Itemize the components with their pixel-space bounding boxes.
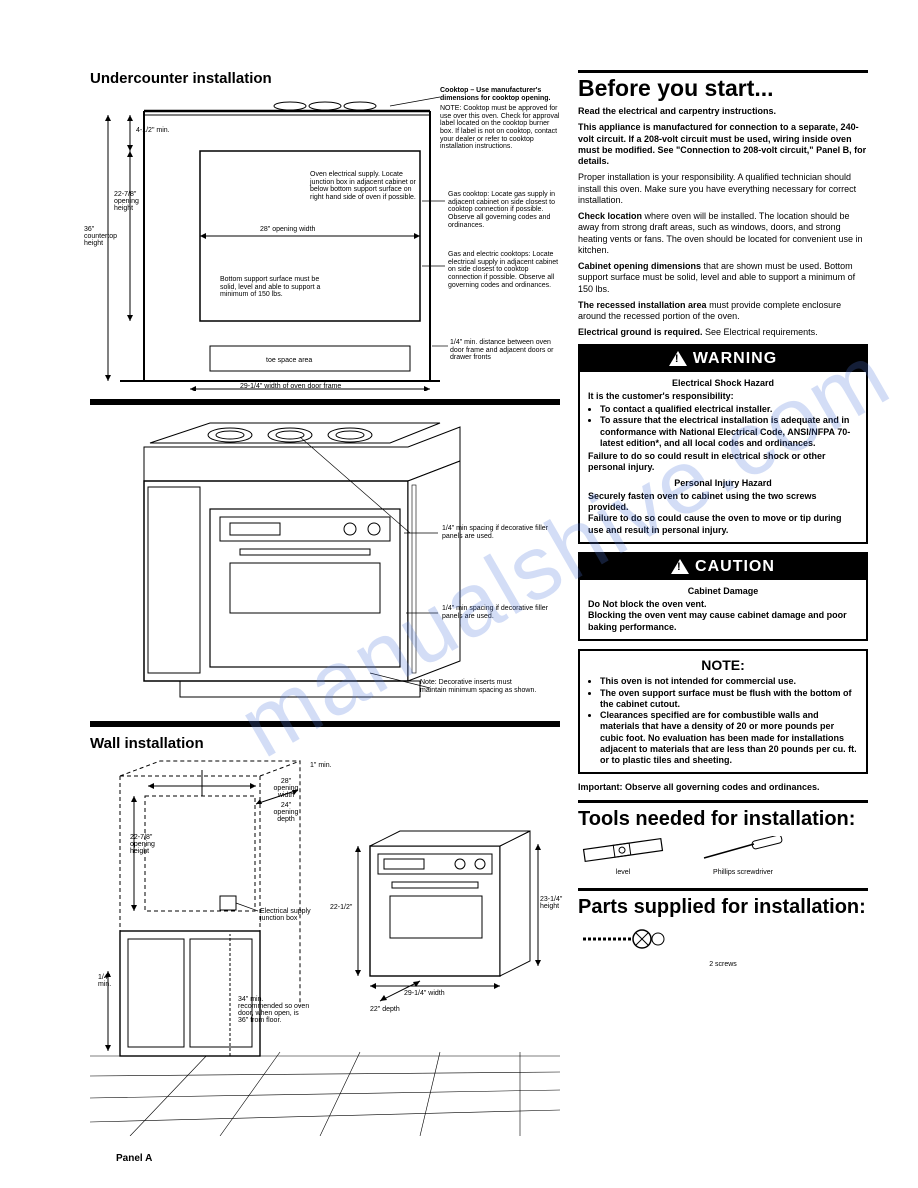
warning-box: WARNING Electrical Shock Hazard It is th… <box>578 344 868 544</box>
wall-22d: 22" depth <box>370 1006 400 1013</box>
screws-icon <box>578 924 678 954</box>
important-line: Important: Observe all governing codes a… <box>578 782 868 793</box>
p4-lead: Check location <box>578 211 642 221</box>
note-box: NOTE: This oven is not intended for comm… <box>578 649 868 775</box>
dim-open-w: 28" opening width <box>260 226 315 233</box>
note-head: NOTE: <box>588 657 858 675</box>
tools-row: level Phillips screwdriver <box>578 836 868 876</box>
call-gas: Gas cooktop: Locate gas supply in adjace… <box>448 191 562 229</box>
wall-34min: 34" min. recommended so oven door, when … <box>238 996 310 1024</box>
tool-level: level <box>578 836 668 876</box>
right-column: Before you start... Read the electrical … <box>578 70 868 1136</box>
divider-2 <box>90 721 560 727</box>
p7: See Electrical requirements. <box>703 327 818 337</box>
parts-head: Parts supplied for installation: <box>578 897 868 918</box>
tool-screwdriver: Phillips screwdriver <box>698 836 788 876</box>
panel-a-label: Panel A <box>116 1153 152 1164</box>
left-column: Undercounter installation <box>90 70 560 1136</box>
divider-tools <box>578 800 868 803</box>
right-top-rule <box>578 70 868 73</box>
caution-box: CAUTION Cabinet Damage Do Not block the … <box>578 552 868 641</box>
parts-caption: 2 screws <box>578 961 868 968</box>
persp-svg <box>90 413 560 713</box>
warning-l4: Failure to do so could cause the oven to… <box>588 513 858 536</box>
wall-open-h: 22-7/8" opening height <box>130 834 160 855</box>
wall-28w: 28" opening width <box>268 778 304 799</box>
call-door-gap: 1/4" min. distance between oven door fra… <box>450 339 562 362</box>
wall-14min: 1/4" min. <box>98 974 120 988</box>
persp-spacing-a: 1/4" min spacing if decorative filler pa… <box>442 525 552 540</box>
caution-body: Cabinet Damage Do Not block the oven ven… <box>580 580 866 639</box>
warning-head: WARNING <box>580 346 866 372</box>
warning-b2: To assure that the electrical installati… <box>600 415 858 449</box>
warning-l2: Failure to do so could result in electri… <box>588 451 858 474</box>
caution-triangle-icon <box>671 559 689 574</box>
tool-screwdriver-label: Phillips screwdriver <box>698 869 788 876</box>
call-cooktop-note: NOTE: Cooktop must be approved for use o… <box>440 105 562 151</box>
wall-diagram: 1" min. 28" opening width 24" opening de… <box>90 756 560 1136</box>
warning-l1: It is the customer's responsibility: <box>588 391 858 402</box>
call-support: Bottom support surface must be solid, le… <box>220 276 330 299</box>
caution-head-text: CAUTION <box>695 558 775 576</box>
wall-22-5: 22-1/2" <box>330 904 352 911</box>
tool-level-label: level <box>578 869 668 876</box>
divider-1 <box>90 399 560 405</box>
warning-l3: Securely fasten oven to cabinet using th… <box>588 491 858 514</box>
p5-lead: Cabinet opening dimensions <box>578 261 701 271</box>
before-you-start-title: Before you start... <box>578 75 868 102</box>
undercounter-diagram: 4-1/2" min. 22-7/8" opening height 36" c… <box>90 91 560 391</box>
wall-junction: Electrical supply junction box <box>260 908 316 922</box>
note-b2: The oven support surface must be flush w… <box>600 688 858 711</box>
caution-sub: Cabinet Damage <box>588 586 858 597</box>
toe-label: toe space area <box>266 357 312 364</box>
dim-open-h: 22-7/8" opening height <box>114 191 144 212</box>
call-cooktop-hdr: Cooktop – Use manufacturer's dimensions … <box>440 87 562 102</box>
wall-23-14: 23-1/4" height <box>540 896 568 910</box>
wall-24d: 24" opening depth <box>268 802 304 823</box>
call-gas-elec: Gas and electric cooktops: Locate electr… <box>448 251 562 289</box>
dim-frame-w: 29-1/4" width of oven door frame <box>240 383 341 390</box>
wall-svg <box>90 756 560 1136</box>
undercounter-title: Undercounter installation <box>90 70 560 87</box>
note-b1: This oven is not intended for commercial… <box>600 676 858 687</box>
caution-l1: Do Not block the oven vent. <box>588 599 858 610</box>
p1: Read the electrical and carpentry instru… <box>578 106 776 116</box>
note-b3: Clearances specified are for combustible… <box>600 710 858 766</box>
p3: Proper installation is your responsibili… <box>578 172 868 206</box>
p2: This appliance is manufactured for conne… <box>578 122 866 166</box>
page: Undercounter installation <box>0 0 918 1156</box>
divider-parts <box>578 888 868 891</box>
p6-lead: The recessed installation area <box>578 300 707 310</box>
caution-l2: Blocking the oven vent may cause cabinet… <box>588 610 858 633</box>
persp-spacing-b: 1/4" min spacing if decorative filler pa… <box>442 605 552 620</box>
screwdriver-icon <box>698 836 788 864</box>
level-icon <box>578 836 668 864</box>
wall-1min: 1" min. <box>310 762 332 769</box>
warning-triangle-icon <box>669 351 687 366</box>
wall-29-14: 29-1/4" width <box>404 990 445 997</box>
dim-top-min: 4-1/2" min. <box>136 127 170 134</box>
warning-sub2: Personal Injury Hazard <box>588 478 858 489</box>
call-elec: Oven electrical supply. Locate junction … <box>310 171 420 202</box>
wall-title: Wall installation <box>90 735 560 752</box>
tools-head: Tools needed for installation: <box>578 809 868 830</box>
warning-body: Electrical Shock Hazard It is the custom… <box>580 372 866 542</box>
caution-head: CAUTION <box>580 554 866 580</box>
p7-lead: Electrical ground is required. <box>578 327 703 337</box>
warning-sub1: Electrical Shock Hazard <box>588 378 858 389</box>
dim-counter-h: 36" countertop height <box>84 226 114 247</box>
warning-b1: To contact a qualified electrical instal… <box>600 404 858 415</box>
parts-illustration: 2 screws <box>578 924 868 968</box>
warning-head-text: WARNING <box>693 350 777 368</box>
persp-note-insert: Note: Decorative inserts must maintain m… <box>420 679 540 694</box>
perspective-diagram: 1/4" min spacing if decorative filler pa… <box>90 413 560 713</box>
